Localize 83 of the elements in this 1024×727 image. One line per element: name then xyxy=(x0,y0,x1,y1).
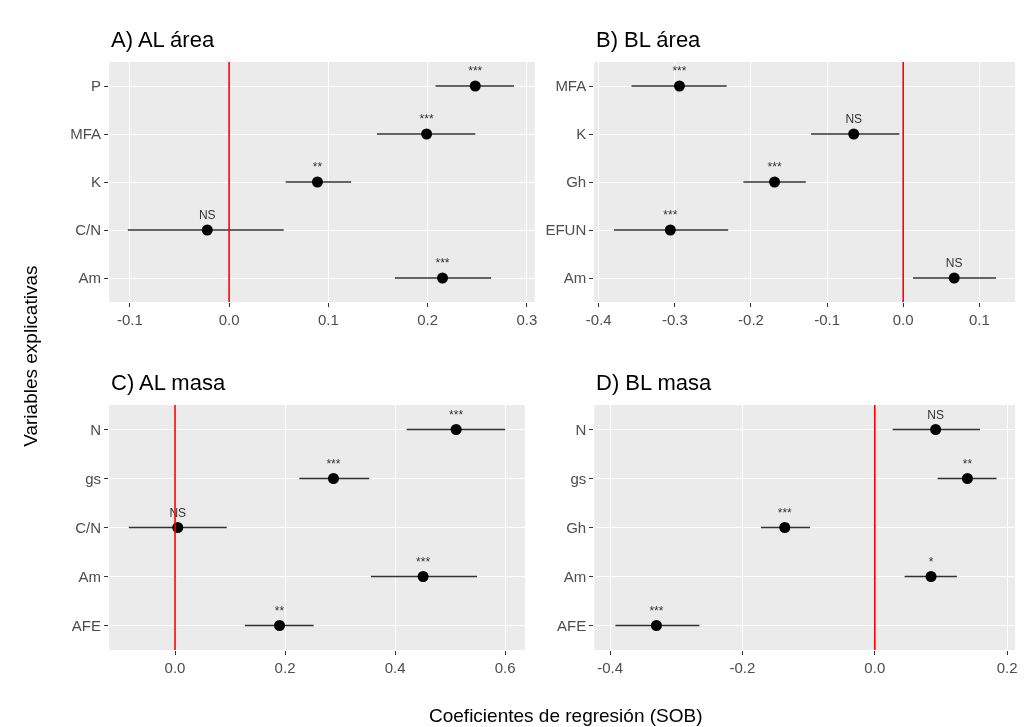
x-tick-label: 0.0 xyxy=(218,311,240,328)
point xyxy=(421,128,433,140)
point xyxy=(673,80,685,92)
y-tick-label: MFA xyxy=(555,77,587,95)
point xyxy=(961,473,973,484)
y-tick-label: gs xyxy=(85,469,101,487)
data-label: ** xyxy=(312,160,323,175)
chart-title: A) AL área xyxy=(111,27,215,52)
x-tick-label: -0.1 xyxy=(116,311,143,328)
y-tick-label: N xyxy=(90,420,101,438)
y-tick-label: AFE xyxy=(71,616,101,634)
point xyxy=(311,176,323,188)
x-tick-label: 0.0 xyxy=(864,659,886,676)
point xyxy=(437,272,448,284)
x-tick-label: 0.1 xyxy=(968,311,990,328)
data-label: ** xyxy=(962,456,973,471)
y-tick-label: AFE xyxy=(557,616,587,634)
x-tick-label: 0.6 xyxy=(494,659,516,676)
y-tick-label: Am xyxy=(78,567,101,585)
x-tick-label: 0.2 xyxy=(274,659,296,676)
point xyxy=(848,128,860,140)
point xyxy=(650,620,662,631)
chart-title: C) AL masa xyxy=(111,370,226,395)
y-tick-label: Am xyxy=(563,269,587,287)
x-tick-label: 0.0 xyxy=(164,659,186,676)
data-label: ** xyxy=(274,603,285,618)
point xyxy=(417,571,429,582)
point xyxy=(930,424,942,435)
point xyxy=(327,473,339,484)
data-label: *** xyxy=(672,64,687,79)
y-tick-label: K xyxy=(90,173,101,191)
data-label: *** xyxy=(419,112,434,127)
data-label: * xyxy=(928,554,934,569)
x-tick-label: 0.1 xyxy=(317,311,339,328)
y-tick-label: C/N xyxy=(75,518,101,536)
x-tick-label: -0.2 xyxy=(738,311,764,328)
point xyxy=(664,224,676,236)
point xyxy=(469,80,481,92)
x-tick-label: 0.3 xyxy=(516,311,538,328)
point xyxy=(948,272,960,284)
chart-title: B) BL área xyxy=(596,27,702,52)
data-label: NS xyxy=(945,256,963,271)
x-tick-label: 0.0 xyxy=(892,311,914,328)
y-tick-label: gs xyxy=(570,469,587,487)
point xyxy=(925,571,937,582)
data-label: *** xyxy=(449,407,464,422)
y-tick-label: Am xyxy=(563,567,587,585)
point xyxy=(450,424,462,435)
y-tick-label: K xyxy=(576,125,587,143)
data-label: *** xyxy=(663,208,678,223)
point xyxy=(274,620,286,631)
y-tick-label: Am xyxy=(78,269,101,287)
x-tick-label: 0.4 xyxy=(384,659,406,676)
y-tick-label: Gh xyxy=(566,518,587,536)
x-tick-label: -0.1 xyxy=(814,311,841,328)
y-tick-label: N xyxy=(575,420,587,438)
data-label: NS xyxy=(198,208,216,223)
x-tick-label: -0.4 xyxy=(597,659,624,676)
data-label: *** xyxy=(435,256,450,271)
y-tick-label: EFUN xyxy=(545,221,587,239)
y-axis-title: Variables explicativas xyxy=(19,265,41,447)
data-label: *** xyxy=(326,456,341,471)
y-tick-label: P xyxy=(90,77,101,95)
data-label: *** xyxy=(649,603,664,618)
data-label: *** xyxy=(777,505,793,520)
point xyxy=(201,224,213,236)
chart-title: D) BL masa xyxy=(596,370,713,395)
x-tick-label: -0.3 xyxy=(661,311,688,328)
data-label: *** xyxy=(416,554,431,569)
x-axis-title: Coeficientes de regresión (SOB) xyxy=(429,705,703,726)
y-tick-label: C/N xyxy=(75,221,101,239)
data-label: NS xyxy=(927,407,944,422)
y-tick-label: Gh xyxy=(566,173,587,191)
x-tick-label: 0.2 xyxy=(417,311,439,328)
y-tick-label: MFA xyxy=(70,125,101,143)
x-tick-label: -0.4 xyxy=(585,311,612,328)
data-label: NS xyxy=(845,112,863,127)
point xyxy=(769,176,781,188)
data-label: *** xyxy=(468,64,483,79)
data-label: *** xyxy=(767,160,782,175)
point xyxy=(779,522,791,533)
x-tick-label: 0.2 xyxy=(996,659,1018,676)
x-tick-label: -0.2 xyxy=(729,659,756,676)
